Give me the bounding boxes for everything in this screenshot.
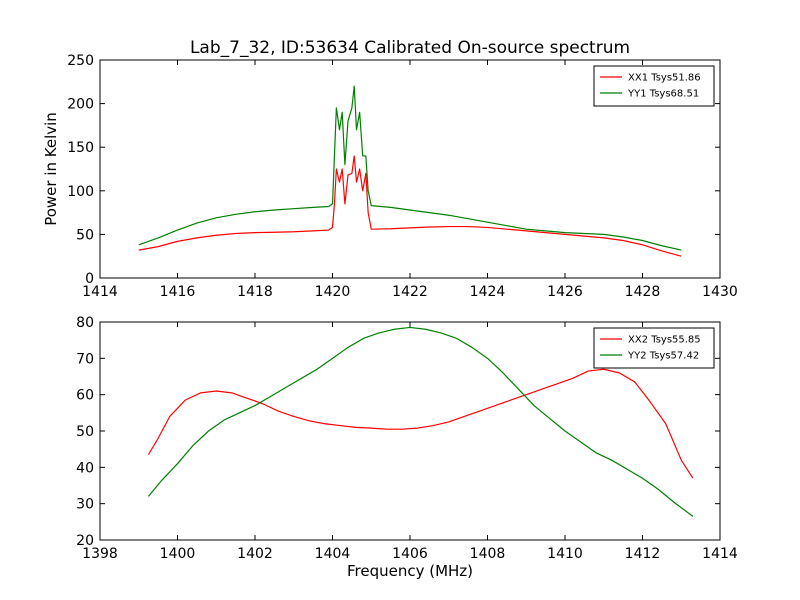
- x-tick-label: 1412: [625, 546, 661, 562]
- y-tick-label: 150: [67, 140, 94, 156]
- x-tick-label: 1414: [82, 284, 118, 300]
- x-tick-label: 1410: [547, 546, 583, 562]
- legend-box: [593, 327, 715, 369]
- legend-entry-label: YY2 Tsys57.42: [627, 351, 699, 362]
- x-tick-label: 1424: [470, 284, 506, 300]
- legend-box: [593, 65, 715, 107]
- y-tick-label: 60: [76, 388, 94, 404]
- y-tick-label: 20: [76, 533, 94, 549]
- y-tick-label: 50: [76, 424, 94, 440]
- y-tick-label: 40: [76, 460, 94, 476]
- x-tick-label: 1428: [625, 284, 661, 300]
- y-tick-label: 80: [76, 315, 94, 331]
- x-tick-label: 1418: [237, 284, 273, 300]
- y-tick-label: 200: [67, 97, 94, 113]
- y-tick-label: 30: [76, 497, 94, 513]
- legend-entry-label: XX2 Tsys55.85: [628, 335, 701, 346]
- series-line-xx1: [138, 155, 682, 257]
- legend-entry-label: XX1 Tsys51.86: [628, 73, 701, 84]
- x-tick-label: 1398: [82, 546, 118, 562]
- x-tick-label: 1426: [547, 284, 583, 300]
- x-tick-label: 1400: [160, 546, 196, 562]
- x-tick-label: 1406: [392, 546, 428, 562]
- x-tick-label: 1422: [392, 284, 428, 300]
- legend: XX1 Tsys51.86 YY1 Tsys68.51: [593, 65, 715, 107]
- x-tick-label: 1414: [702, 546, 738, 562]
- x-tick-label: 1402: [237, 546, 273, 562]
- legend-entry-label: YY1 Tsys68.51: [627, 89, 699, 100]
- x-axis-label: Frequency (MHz): [347, 562, 473, 580]
- y-tick-label: 100: [67, 184, 94, 200]
- x-tick-label: 1420: [315, 284, 351, 300]
- series-line-yy2: [147, 326, 694, 517]
- y-tick-label: 250: [67, 53, 94, 69]
- x-tick-label: 1404: [315, 546, 351, 562]
- top-chart: 1414 1416 1418 1420 1422 1424 1426 1428 1430 0 50 1…: [42, 53, 738, 300]
- y-axis-label: Power in Kelvin: [42, 112, 60, 226]
- x-tick-label: 1416: [160, 284, 196, 300]
- legend: XX2 Tsys55.85 YY2 Tsys57.42: [593, 327, 715, 369]
- y-tick-label: 50: [76, 227, 94, 243]
- bottom-chart: 1398 1400 1402 1404 1406 1408 1410 1412 1414 20 30…: [76, 315, 738, 580]
- y-tick-label: 0: [85, 271, 94, 287]
- series-line-xx2: [147, 368, 694, 479]
- figure-title: Lab_7_32, ID:53634 Calibrated On-source …: [190, 38, 630, 58]
- x-tick-label: 1408: [470, 546, 506, 562]
- x-tick-label: 1430: [702, 284, 738, 300]
- y-tick-label: 70: [76, 351, 94, 367]
- series-line-yy1: [138, 85, 682, 251]
